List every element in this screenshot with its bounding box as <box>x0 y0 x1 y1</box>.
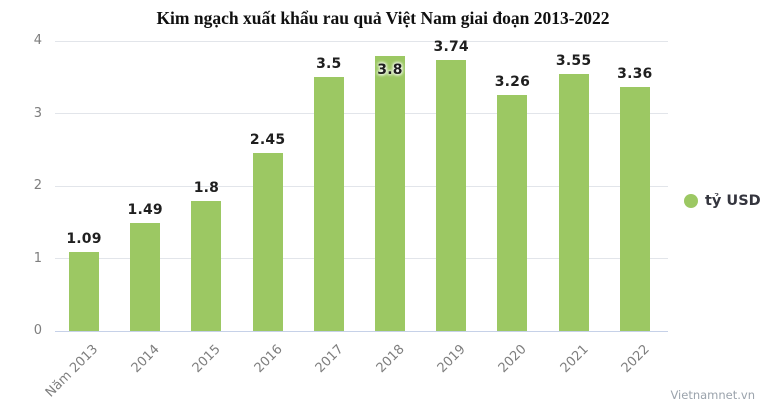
x-axis-tick-label: 2022 <box>618 342 653 377</box>
y-axis-tick-label: 1 <box>33 250 42 266</box>
x-axis-tick-label: 2016 <box>251 342 286 377</box>
x-axis-tick-label: 2020 <box>495 342 530 377</box>
y-axis-tick-label: 2 <box>33 178 42 193</box>
bar-2022[interactable] <box>619 87 650 331</box>
gridline <box>55 40 668 42</box>
bar-value-label: 3.36 <box>617 66 653 83</box>
y-axis-tick-label: 0 <box>33 323 42 338</box>
y-axis-tick-label: 4 <box>33 33 42 48</box>
bar-2015[interactable] <box>191 200 222 331</box>
bar-value-label: 3.55 <box>555 52 592 69</box>
gridline <box>55 258 668 259</box>
bar-2017[interactable] <box>313 77 344 331</box>
bar-value-label: 3.74 <box>433 38 469 55</box>
bar-value-label: 1.49 <box>127 201 163 218</box>
x-axis-tick-label: 2017 <box>312 342 347 377</box>
bar-value-label: 1.09 <box>66 230 102 247</box>
watermark: Vietnamnet.vn <box>670 388 755 402</box>
bar-value-label: 1.8 <box>193 179 220 196</box>
x-axis-line <box>55 330 668 332</box>
bar-value-label: 2.45 <box>249 132 286 149</box>
bar-value-label: 3.5 <box>316 56 342 73</box>
bar-2016[interactable] <box>252 153 283 331</box>
x-axis-tick-label: 2021 <box>557 342 592 377</box>
x-axis-tick-label: 2015 <box>189 342 224 377</box>
bar-2020[interactable] <box>497 94 528 331</box>
y-axis-tick-label: 3 <box>33 105 42 121</box>
x-axis-tick-label: Năm 2013 <box>43 342 102 401</box>
plot-area: 1.09 1.49 1.8 2.45 3.5 3.8 3.74 3.26 3.55 3.36 <box>55 38 668 332</box>
bar-value-label: 3.8 <box>377 61 403 78</box>
bar-2019[interactable] <box>436 59 467 331</box>
bar-2018[interactable] <box>375 55 405 331</box>
bar-2021[interactable] <box>558 73 589 331</box>
legend-marker-icon <box>684 194 698 208</box>
x-axis-tick-label: 2014 <box>128 342 163 377</box>
bar-value-label: 3.26 <box>494 73 531 90</box>
x-axis-tick-label: 2018 <box>373 342 408 377</box>
bar-2013[interactable] <box>69 251 99 331</box>
legend-label: tỷ USD <box>705 193 761 209</box>
legend-item[interactable]: tỷ USD <box>684 193 761 209</box>
x-axis-tick-label: 2019 <box>434 342 469 377</box>
gridline <box>55 185 668 187</box>
gridline <box>55 113 668 114</box>
bar-2014[interactable] <box>130 222 161 331</box>
chart-title: Kim ngạch xuất khẩu rau quả Việt Nam gia… <box>156 8 610 28</box>
